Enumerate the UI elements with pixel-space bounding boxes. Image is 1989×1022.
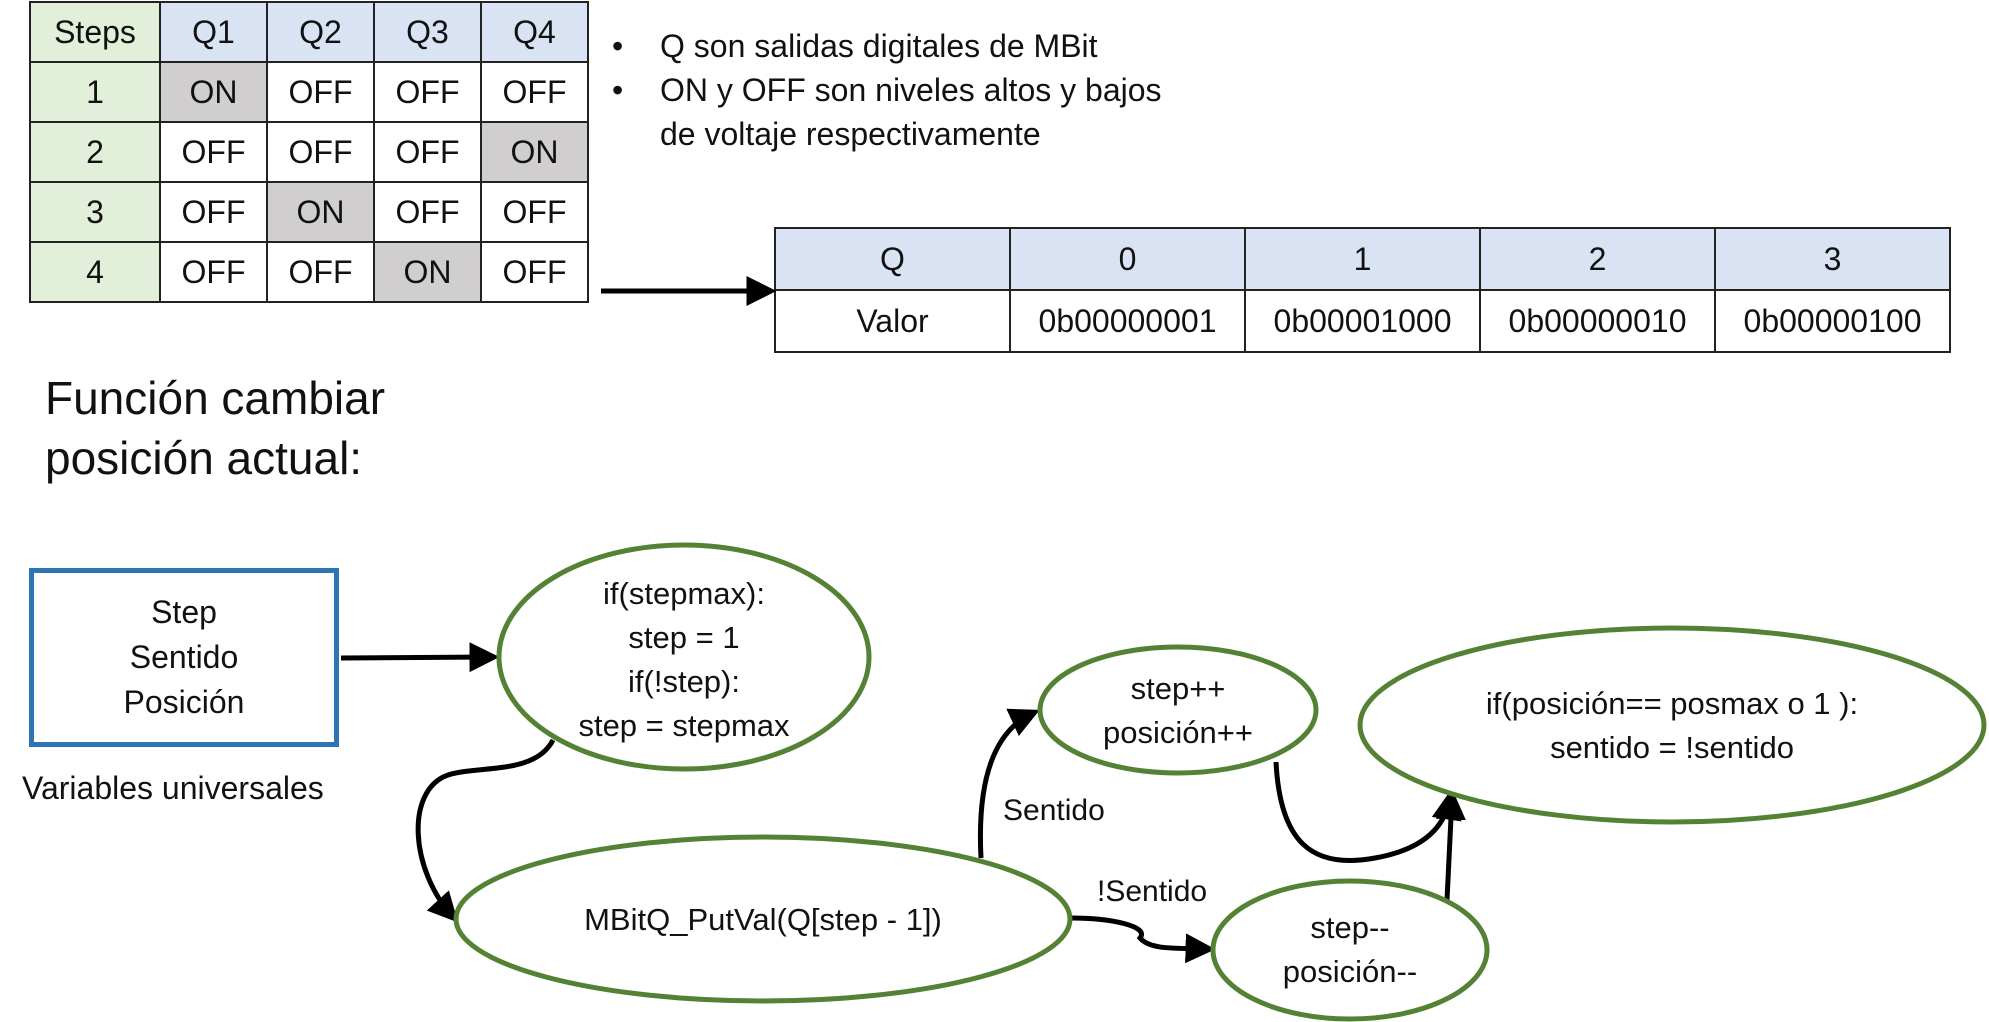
node-line: posición--: [1283, 954, 1417, 989]
arrow-increment-to-direction: [1273, 761, 1462, 864]
table-row: 3 OFF ON OFF OFF: [29, 181, 589, 243]
variable-label: Sentido: [129, 639, 239, 675]
q-state-cell: OFF: [373, 181, 482, 243]
value-table: Q 0 1 2 3 Valor 0b00000001 0b00001000 0b…: [774, 227, 1951, 353]
edge-label-sentido: Sentido: [1003, 794, 1105, 827]
node-line: sentido = !sentido: [1550, 730, 1794, 765]
note-item: Q son salidas digitales de MBit: [612, 24, 1180, 68]
variable-label: Step: [151, 594, 217, 630]
variables-box: Step Sentido Posición: [29, 568, 339, 747]
table-row: Valor 0b00000001 0b00001000 0b00000010 0…: [774, 289, 1951, 353]
arrow-putval-to-decrement: [1070, 915, 1216, 964]
variables-caption: Variables universales: [22, 770, 324, 806]
q-state-cell: OFF: [159, 181, 268, 243]
step-number: 1: [29, 61, 161, 123]
q-state-cell: OFF: [373, 121, 482, 183]
step-number: 3: [29, 181, 161, 243]
edge-label-not-sentido: !Sentido: [1097, 875, 1207, 908]
node-line: step = 1: [628, 620, 739, 655]
q-state-cell: OFF: [480, 241, 589, 303]
header-cell: 3: [1714, 227, 1951, 291]
arrow-check-to-putval: [415, 738, 556, 923]
header-cell: Q2: [266, 1, 375, 63]
step-number: 2: [29, 121, 161, 183]
value-cell: 0b00001000: [1244, 289, 1481, 353]
node-line: if(!step):: [628, 664, 740, 699]
q-state-cell: ON: [159, 61, 268, 123]
q-state-cell: ON: [480, 121, 589, 183]
function-title: Función cambiar posición actual:: [45, 372, 386, 484]
node-line: step++: [1131, 671, 1226, 706]
header-cell: Q4: [480, 1, 589, 63]
q-state-cell: OFF: [480, 61, 589, 123]
variable-label: Posición: [123, 684, 245, 720]
decrement-node: step-- posición--: [1210, 878, 1490, 1022]
arrow-vars-to-check: [340, 642, 500, 673]
q-state-cell: ON: [373, 241, 482, 303]
notes-list: Q son salidas digitales de MBit ON y OFF…: [612, 24, 1180, 156]
q-state-cell: OFF: [159, 121, 268, 183]
value-cell: 0b00000100: [1714, 289, 1951, 353]
row-label: Valor: [774, 289, 1011, 353]
note-item: ON y OFF son niveles altos y bajos de vo…: [612, 68, 1180, 156]
header-cell: Q3: [373, 1, 482, 63]
q-state-cell: OFF: [373, 61, 482, 123]
node-line: MBitQ_PutVal(Q[step - 1]): [584, 902, 942, 937]
putval-node: MBitQ_PutVal(Q[step - 1]): [453, 834, 1073, 1004]
table-row: 4 OFF OFF ON OFF: [29, 241, 589, 303]
header-cell: 2: [1479, 227, 1716, 291]
q-state-cell: OFF: [266, 121, 375, 183]
arrow-putval-to-increment: [977, 708, 1040, 859]
q-state-cell: OFF: [266, 61, 375, 123]
step-number: 4: [29, 241, 161, 303]
direction-node: if(posición== posmax o 1 ): sentido = !s…: [1357, 625, 1987, 825]
steps-table-header: Steps Q1 Q2 Q3 Q4: [29, 1, 589, 63]
node-line: if(posición== posmax o 1 ):: [1486, 686, 1858, 721]
node-line: step--: [1310, 910, 1389, 945]
node-line: step = stepmax: [578, 708, 790, 743]
header-cell: Q: [774, 227, 1011, 291]
node-line: if(stepmax):: [603, 576, 765, 611]
steps-table: Steps Q1 Q2 Q3 Q4 1 ON OFF OFF OFF 2 OFF…: [29, 1, 589, 303]
q-state-cell: OFF: [159, 241, 268, 303]
value-cell: 0b00000001: [1009, 289, 1246, 353]
value-cell: 0b00000010: [1479, 289, 1716, 353]
check-stepmax-node: if(stepmax): step = 1 if(!step): step = …: [496, 542, 872, 772]
table-row: 1 ON OFF OFF OFF: [29, 61, 589, 123]
q-state-cell: OFF: [266, 241, 375, 303]
header-cell: 1: [1244, 227, 1481, 291]
value-table-header: Q 0 1 2 3: [774, 227, 1951, 291]
increment-node: step++ posición++: [1037, 644, 1319, 776]
node-line: posición++: [1103, 715, 1253, 750]
arrow-decrement-to-direction: [1435, 789, 1466, 901]
q-state-cell: ON: [266, 181, 375, 243]
header-cell: Steps: [29, 1, 161, 63]
header-cell: Q1: [159, 1, 268, 63]
q-state-cell: OFF: [480, 181, 589, 243]
header-cell: 0: [1009, 227, 1246, 291]
table-row: 2 OFF OFF OFF ON: [29, 121, 589, 183]
